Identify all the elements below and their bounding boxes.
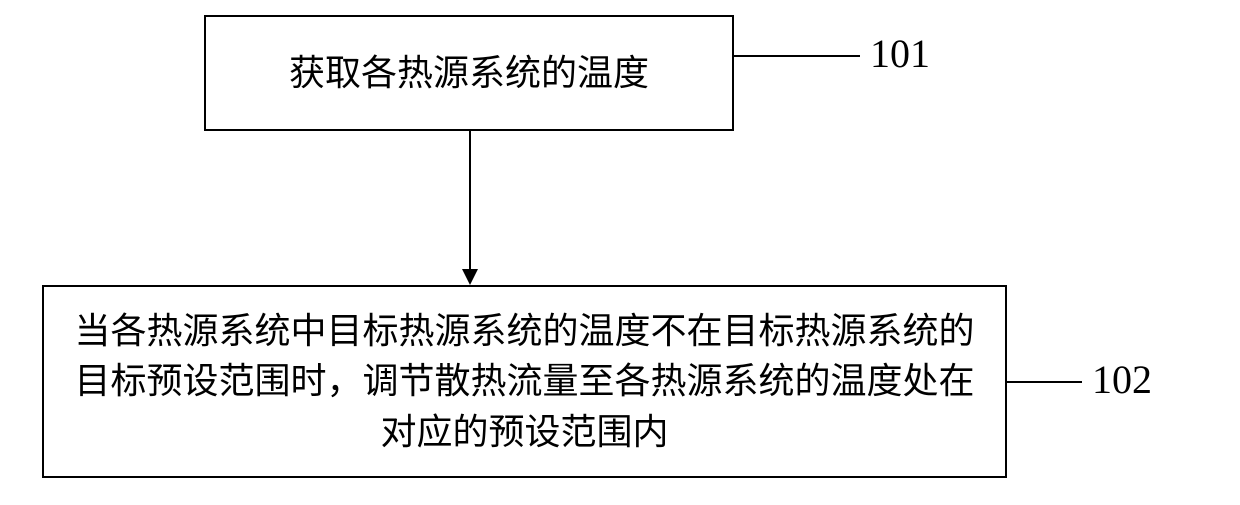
- connector-line-2: [1007, 381, 1082, 383]
- node-step-2: 当各热源系统中目标热源系统的温度不在目标热源系统的目标预设范围时，调节散热流量至…: [42, 285, 1007, 478]
- label-102: 102: [1092, 356, 1152, 403]
- flowchart-container: 获取各热源系统的温度 当各热源系统中目标热源系统的温度不在目标热源系统的目标预设…: [0, 0, 1240, 505]
- node-1-text: 获取各热源系统的温度: [289, 48, 649, 98]
- arrow-line-1: [469, 131, 471, 269]
- connector-line-1: [734, 55, 860, 57]
- node-2-text: 当各热源系统中目标热源系统的温度不在目标热源系统的目标预设范围时，调节散热流量至…: [64, 306, 985, 457]
- node-step-1: 获取各热源系统的温度: [204, 15, 734, 131]
- label-101: 101: [870, 30, 930, 77]
- arrow-head-1: [462, 269, 478, 285]
